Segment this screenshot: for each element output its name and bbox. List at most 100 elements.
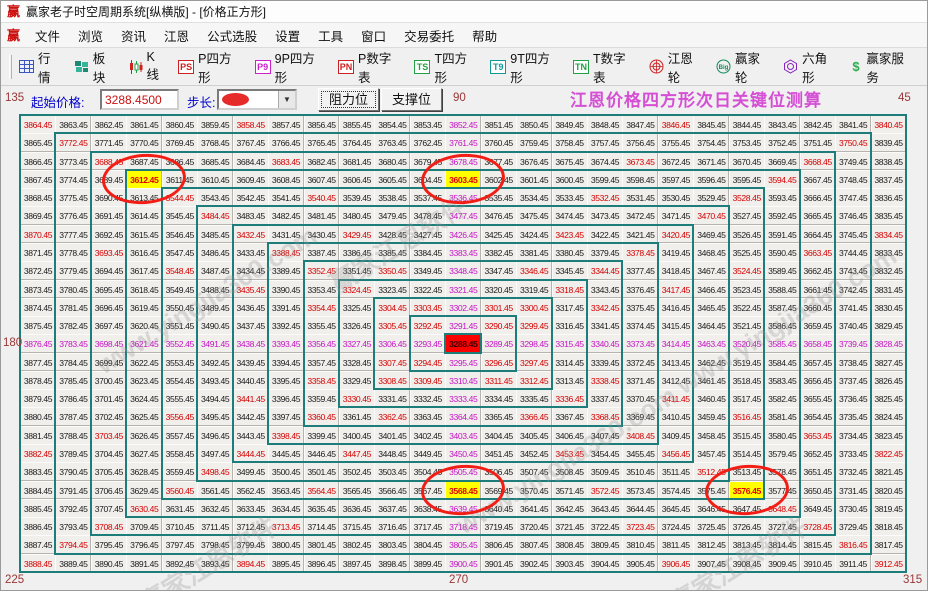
grid-cell: 3528.45 xyxy=(728,188,765,207)
menu-item-9[interactable]: 帮助 xyxy=(472,29,498,44)
toolbar-button-1[interactable]: 板块 xyxy=(74,48,118,86)
grid-cell: 3338.45 xyxy=(587,370,623,390)
grid-cell: 3563.45 xyxy=(268,480,305,500)
step-dropdown[interactable]: ▼ xyxy=(217,89,297,110)
toolbar-button-label: T四方形 xyxy=(434,51,468,85)
menu-item-7[interactable]: 窗口 xyxy=(361,29,387,44)
toolbar-button-7[interactable]: T9 9T四方形 xyxy=(490,48,562,86)
menu-item-2[interactable]: 资讯 xyxy=(121,29,147,44)
grid-cell: 3633.45 xyxy=(232,498,269,518)
menu-item-1[interactable]: 浏览 xyxy=(78,29,104,44)
grid-cell: 3801.45 xyxy=(303,535,340,555)
grid-cell: 3372.45 xyxy=(622,352,659,372)
resistance-button[interactable]: 阻力位 xyxy=(318,88,379,111)
grid-cell: 3751.45 xyxy=(799,133,836,153)
grid-cell: 3361.45 xyxy=(338,407,375,427)
grid-cell: 3466.45 xyxy=(693,279,730,299)
grid-cell: 3721.45 xyxy=(551,517,588,536)
grid-cell: 3485.45 xyxy=(197,224,234,244)
menu-item-3[interactable]: 江恩 xyxy=(164,29,190,44)
grid-cell: 3500.45 xyxy=(268,462,305,482)
toolbar-button-5[interactable]: PN P数字表 xyxy=(338,48,403,86)
grid-cell: 3406.45 xyxy=(551,425,588,445)
grid-cell: 3733.45 xyxy=(835,444,872,463)
grid-cell: 3756.45 xyxy=(622,133,659,153)
toolbar-button-4[interactable]: P9 9P四方形 xyxy=(254,48,327,86)
grid-cell: 3587.45 xyxy=(764,297,801,317)
start-price-input[interactable] xyxy=(100,89,179,110)
grid-cell: 3842.45 xyxy=(799,115,836,134)
grid-cell: 3879.45 xyxy=(20,389,56,408)
grid-cell: 3742.45 xyxy=(835,279,872,299)
grid-cell: 3880.45 xyxy=(20,407,56,427)
grid-cell: 3387.45 xyxy=(303,242,340,262)
grid-cell: 3478.45 xyxy=(409,206,446,226)
toolbar-button-9[interactable]: 江恩轮 xyxy=(649,48,705,86)
toolbar-button-12[interactable]: $ 赢家服务 xyxy=(850,48,916,86)
menu-item-5[interactable]: 设置 xyxy=(275,29,301,44)
grid-cell: 3800.45 xyxy=(268,535,305,555)
grid-cell: 3384.45 xyxy=(409,242,446,262)
menu-item-6[interactable]: 工具 xyxy=(318,29,344,44)
grid-cell: 3557.45 xyxy=(161,425,198,445)
menu-item-0[interactable]: 文件 xyxy=(35,29,61,44)
toolbar-button-10[interactable]: Big 赢家轮 xyxy=(716,48,772,86)
toolbar-button-0[interactable]: 行情 xyxy=(19,48,63,86)
toolbar-button-6[interactable]: TS T四方形 xyxy=(414,48,479,86)
grid-cell: 3728.45 xyxy=(799,517,836,536)
support-button[interactable]: 支撑位 xyxy=(381,88,442,111)
grid-cell: 3668.45 xyxy=(799,151,836,171)
grid-cell: 3795.45 xyxy=(90,535,127,555)
grid-cell: 3433.45 xyxy=(232,242,269,262)
grid-cell: 3797.45 xyxy=(161,535,198,555)
grid-cell: 3475.45 xyxy=(516,206,553,226)
grid-cell: 3301.45 xyxy=(480,297,517,317)
grid-cell: 3555.45 xyxy=(161,389,198,408)
dropdown-arrow-icon[interactable]: ▼ xyxy=(278,91,295,108)
toolbar-button-2[interactable]: K线 xyxy=(129,50,168,83)
grid-cell: 3722.45 xyxy=(587,517,623,536)
grid-cell: 3403.45 xyxy=(445,425,482,445)
grid-cell: 3874.45 xyxy=(20,297,56,317)
grid-cell: 3489.45 xyxy=(197,297,234,317)
menu-item-4[interactable]: 公式选股 xyxy=(207,29,258,44)
grid-cell: 3496.45 xyxy=(197,425,234,445)
grid-cell: 3806.45 xyxy=(480,535,517,555)
grid-cell: 3737.45 xyxy=(835,370,872,390)
step-ellipse-icon xyxy=(222,93,249,106)
toolbar: 行情 板块 K线 PS P四方形 P9 9P四方形 PN P数字表 TS T四方形 T9 9T四方形 TN… xyxy=(1,48,927,86)
grid-cell: 3776.45 xyxy=(55,206,92,226)
grid-cell: 3592.45 xyxy=(764,206,801,226)
grid-cell: 3717.45 xyxy=(409,517,446,536)
grid-cell: 3310.45 xyxy=(445,370,482,390)
grid-cell: 3521.45 xyxy=(728,316,765,335)
toolbar-button-3[interactable]: PS P四方形 xyxy=(178,48,243,86)
grid-cell: 3316.45 xyxy=(551,316,588,335)
grid-cell: 3470.45 xyxy=(693,206,730,226)
grid-cell: 3541.45 xyxy=(268,188,305,207)
grid-cell: 3404.45 xyxy=(480,425,517,445)
grid-cell: 3865.45 xyxy=(20,133,56,153)
grid-cell: 3661.45 xyxy=(799,279,836,299)
grid-cell: 3487.45 xyxy=(197,261,234,280)
grid-cell: 3855.45 xyxy=(338,115,375,134)
toolbar-button-11[interactable]: 六角形 xyxy=(783,48,839,86)
grid-cell: 3832.45 xyxy=(870,261,907,280)
grid-cell: 3442.45 xyxy=(232,407,269,427)
grid-cell: 3897.45 xyxy=(338,553,375,573)
svg-text:$: $ xyxy=(853,59,861,74)
grid-cell: 3770.45 xyxy=(126,133,163,153)
grid-cell: 3699.45 xyxy=(90,352,127,372)
toolbar-grip[interactable] xyxy=(9,54,12,79)
grid-cell: 3838.45 xyxy=(870,151,907,171)
grid-cell: 3890.45 xyxy=(90,553,127,573)
grid-cell: 3344.45 xyxy=(587,261,623,280)
grid-cell: 3412.45 xyxy=(657,370,694,390)
toolbar-button-8[interactable]: TN T数字表 xyxy=(572,48,638,86)
grid-cell: 3790.45 xyxy=(55,462,92,482)
grid-cell: 3556.45 xyxy=(161,407,198,427)
grid-cell: 3468.45 xyxy=(693,242,730,262)
menu-item-8[interactable]: 交易委托 xyxy=(404,29,455,44)
grid-cell: 3900.45 xyxy=(445,553,482,573)
grid-cell: 3438.45 xyxy=(232,334,269,354)
